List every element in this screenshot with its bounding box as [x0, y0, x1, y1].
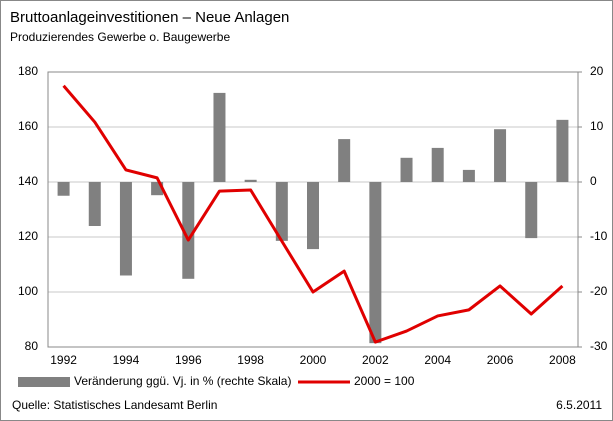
x-tick-label: 1992: [50, 353, 77, 367]
x-tick-label: 2002: [362, 353, 389, 367]
chart-title: Bruttoanlageinvestitionen – Neue Anlagen: [10, 9, 289, 26]
x-tick-label: 2006: [487, 353, 514, 367]
bar: [494, 129, 507, 182]
y2-tick-label: -10: [590, 229, 608, 243]
x-tick-label: 2004: [424, 353, 451, 367]
y-tick-label: 100: [18, 284, 38, 298]
x-tick-label: 1996: [175, 353, 202, 367]
bar: [369, 182, 382, 344]
y-tick-label: 140: [18, 174, 38, 188]
legend-swatch: [18, 377, 70, 387]
bar: [307, 182, 319, 250]
bar: [213, 92, 226, 182]
bar: [556, 119, 569, 182]
y2-tick-label: -30: [590, 339, 608, 353]
y-tick-label: 80: [25, 339, 39, 353]
y-tick-label: 160: [18, 119, 38, 133]
x-tick-label: 2000: [300, 353, 327, 367]
x-tick-label: 1994: [113, 353, 140, 367]
bar: [182, 182, 195, 279]
bar: [244, 179, 257, 182]
legend-label: 2000 = 100: [354, 374, 415, 388]
date: 6.5.2011: [556, 398, 602, 412]
y-tick-label: 120: [18, 229, 38, 243]
bar: [462, 169, 475, 182]
bar: [431, 147, 444, 182]
source: Quelle: Statistisches Landesamt Berlin: [12, 398, 217, 412]
bar: [275, 182, 288, 241]
bar: [400, 157, 413, 182]
bar: [338, 139, 351, 182]
plot-border: [47, 71, 579, 348]
y-tick-label: 180: [18, 64, 38, 78]
chart-subtitle: Produzierendes Gewerbe o. Baugewerbe: [10, 30, 230, 44]
x-tick-label: 2008: [549, 353, 576, 367]
bar: [57, 182, 70, 196]
bar: [525, 182, 538, 239]
y2-tick-label: 0: [590, 174, 597, 188]
y2-tick-label: 10: [590, 119, 604, 133]
y2-tick-label: 20: [590, 64, 604, 78]
x-tick-label: 1998: [237, 353, 264, 367]
legend-label: Veränderung ggü. Vj. in % (rechte Skala): [74, 374, 291, 388]
y2-tick-label: -20: [590, 284, 608, 298]
bar: [88, 182, 101, 226]
line: [62, 84, 564, 344]
bar: [119, 182, 132, 276]
